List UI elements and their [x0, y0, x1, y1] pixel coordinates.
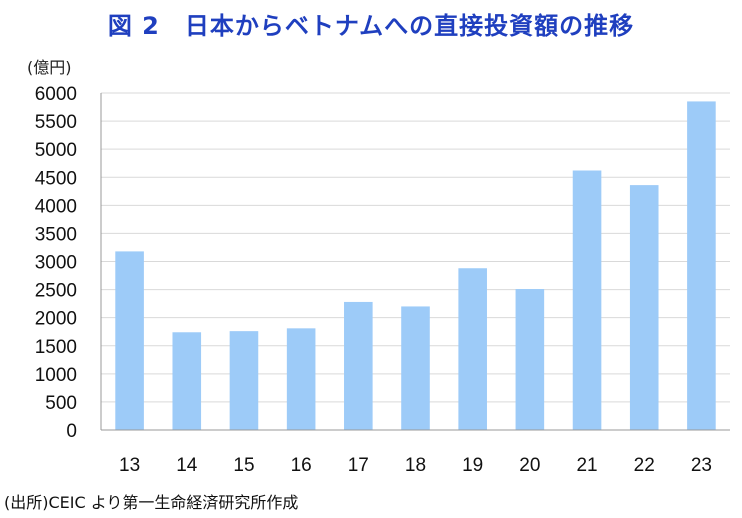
bar-18: [401, 306, 430, 430]
bar-22: [629, 185, 659, 430]
y-tick-label: 1500: [35, 337, 77, 358]
y-axis-ticks: 0 500 1000 1500 2000 2500 3000 3500 4000 4500 5000…: [35, 84, 77, 442]
x-tick-label: 21: [576, 455, 597, 476]
y-tick-label: 4500: [35, 168, 77, 189]
x-tick-label: 20: [519, 455, 540, 476]
y-tick-label: 3000: [35, 253, 77, 274]
y-tick-label: 3500: [35, 224, 77, 245]
x-tick-label: 23: [691, 455, 712, 476]
y-axis-unit-label: (億円): [27, 58, 72, 77]
bar-14: [172, 332, 202, 430]
x-axis-ticks: 13 14 15 16 17 18 19 20 21 22 23: [119, 455, 712, 476]
x-tick-label: 18: [405, 455, 426, 476]
y-tick-label: 500: [45, 393, 77, 414]
x-tick-label: 15: [233, 455, 254, 476]
bar-15: [229, 331, 259, 430]
y-tick-label: 6000: [35, 84, 77, 105]
bar-16: [286, 328, 316, 430]
y-tick-label: 5500: [35, 112, 77, 133]
y-tick-label: 0: [66, 421, 77, 442]
x-tick-label: 16: [291, 455, 312, 476]
y-tick-label: 5000: [35, 140, 77, 161]
y-tick-label: 4000: [35, 196, 77, 217]
bar-17: [344, 301, 373, 430]
x-tick-label: 13: [119, 455, 140, 476]
bar-21: [572, 170, 602, 430]
source-note: (出所)CEIC より第一生命経済研究所作成: [4, 493, 299, 512]
bar-23: [687, 101, 716, 431]
y-tick-label: 2000: [35, 309, 77, 330]
bars: [115, 101, 716, 431]
bar-19: [458, 268, 487, 430]
x-tick-label: 14: [176, 455, 198, 476]
x-tick-label: 19: [462, 455, 483, 476]
x-tick-label: 17: [348, 455, 369, 476]
chart-title: 図 2 日本からベトナムへの直接投資額の推移: [107, 12, 635, 40]
y-tick-label: 2500: [35, 281, 77, 302]
bar-20: [515, 289, 545, 430]
bar-13: [115, 251, 144, 430]
y-tick-label: 1000: [35, 365, 77, 386]
x-tick-label: 22: [634, 455, 655, 476]
